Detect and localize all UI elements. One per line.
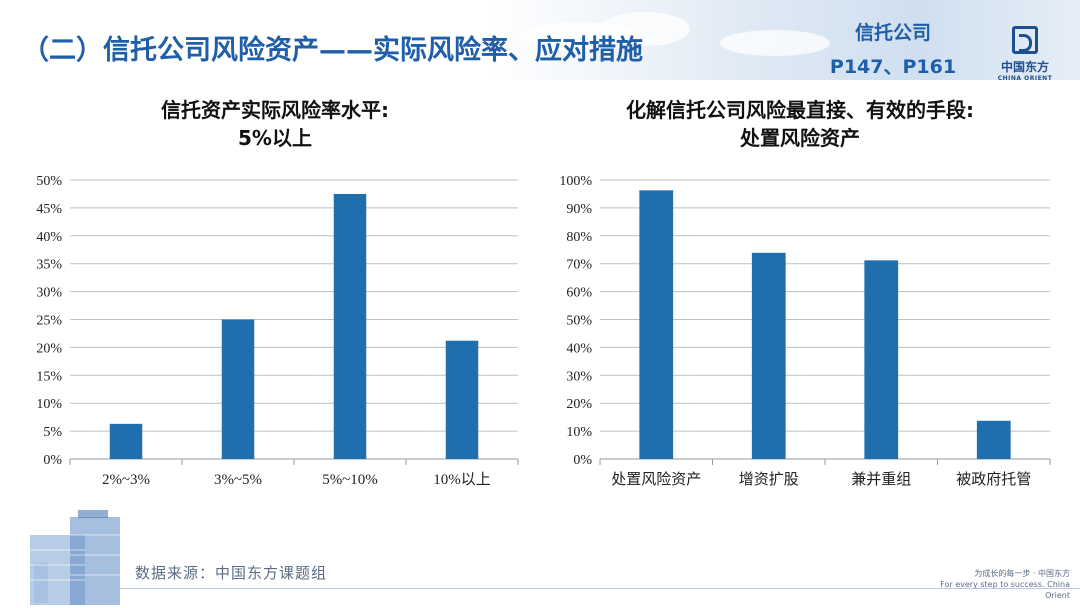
right-chart-bar	[751, 252, 786, 459]
right-bar-chart: 0% 10% 20% 30% 40% 50% 60% 70% 80% 90% 100% 处置风险资产 增…	[559, 174, 1051, 488]
right-chart-ytick-label: 10%	[566, 425, 592, 440]
left-chart-ytick-label: 45%	[36, 202, 62, 217]
right-chart-ytick-label: 50%	[566, 314, 592, 329]
right-chart-title-line1: 化解信托公司风险最直接、有效的手段:	[626, 98, 974, 122]
left-chart-category-label: 2%~3%	[102, 472, 150, 488]
china-orient-logo-icon	[1012, 26, 1038, 54]
left-chart-bar	[445, 340, 479, 459]
company-logo: 中国东方 CHINA ORIENT	[985, 26, 1065, 82]
footer-building-illustration	[30, 510, 120, 605]
right-chart-bar	[976, 420, 1011, 459]
left-chart-ytick-label: 5%	[43, 425, 62, 440]
source-reference: 信托公司 P147、P161	[818, 16, 968, 84]
left-chart-ytick-label: 20%	[36, 341, 62, 356]
left-chart-ytick-label: 30%	[36, 286, 62, 301]
right-chart-title-line2: 处置风险资产	[740, 126, 860, 150]
left-chart-ytick-label: 50%	[36, 174, 62, 189]
left-chart-title-line2: 5%以上	[238, 126, 312, 150]
right-chart-ytick-label: 100%	[559, 174, 592, 189]
page-title: （二）信托公司风险资产——实际风险率、应对措施	[22, 35, 643, 66]
source-reference-line1: 信托公司	[854, 22, 931, 44]
right-chart-ytick-label: 90%	[566, 202, 592, 217]
source-reference-line2: P147、P161	[829, 56, 957, 78]
left-chart-ytick-label: 15%	[36, 369, 62, 384]
right-chart-ytick-label: 30%	[566, 369, 592, 384]
left-chart-ytick-label: 40%	[36, 230, 62, 245]
right-chart-category-label: 被政府托管	[956, 471, 1031, 488]
left-chart-ytick-label: 25%	[36, 314, 62, 329]
left-chart-title: 信托资产实际风险率水平: 5%以上	[60, 96, 490, 152]
footer-slogan: 为成长的每一步 · 中国东方 For every step to success…	[920, 568, 1070, 601]
logo-name-cn: 中国东方	[1000, 60, 1049, 74]
logo-name-en: CHINA ORIENT	[997, 75, 1053, 82]
left-chart-category-label: 3%~5%	[214, 472, 262, 488]
right-chart-bar	[639, 190, 674, 459]
left-chart-ytick-label: 35%	[36, 258, 62, 273]
left-bar-chart: 0% 5% 10% 15% 20% 25% 30% 35% 40% 45% 50% 2%~3% 3%~5…	[36, 174, 519, 488]
right-chart-ytick-label: 40%	[566, 341, 592, 356]
right-chart-ytick-label: 0%	[573, 453, 592, 468]
left-chart-title-line1: 信托资产实际风险率水平:	[161, 98, 389, 122]
right-chart-bar	[864, 260, 899, 459]
left-chart-ytick-label: 10%	[36, 397, 62, 412]
left-chart-category-label: 10%以上	[433, 471, 491, 488]
right-chart-ytick-label: 70%	[566, 258, 592, 273]
left-chart-ytick-label: 0%	[43, 453, 62, 468]
left-chart-bar	[109, 423, 143, 459]
data-source-note: 数据来源：中国东方课题组	[135, 564, 328, 582]
header-band	[0, 0, 1080, 80]
left-chart-bar	[333, 193, 367, 459]
right-chart-ytick-label: 20%	[566, 397, 592, 412]
right-chart-ytick-label: 60%	[566, 286, 592, 301]
slogan-cn: 为成长的每一步 · 中国东方	[974, 569, 1070, 578]
right-chart-category-label: 处置风险资产	[611, 471, 701, 488]
right-chart-title: 化解信托公司风险最直接、有效的手段: 处置风险资产	[560, 96, 1040, 152]
left-chart-category-label: 5%~10%	[322, 472, 378, 488]
right-chart-category-label: 兼并重组	[851, 471, 911, 488]
right-chart-category-label: 增资扩股	[739, 471, 799, 488]
left-chart-bar	[221, 319, 255, 459]
right-chart-ytick-label: 80%	[566, 230, 592, 245]
footer-divider	[120, 588, 1080, 589]
slogan-en: For every step to success. China Orient	[940, 580, 1070, 600]
